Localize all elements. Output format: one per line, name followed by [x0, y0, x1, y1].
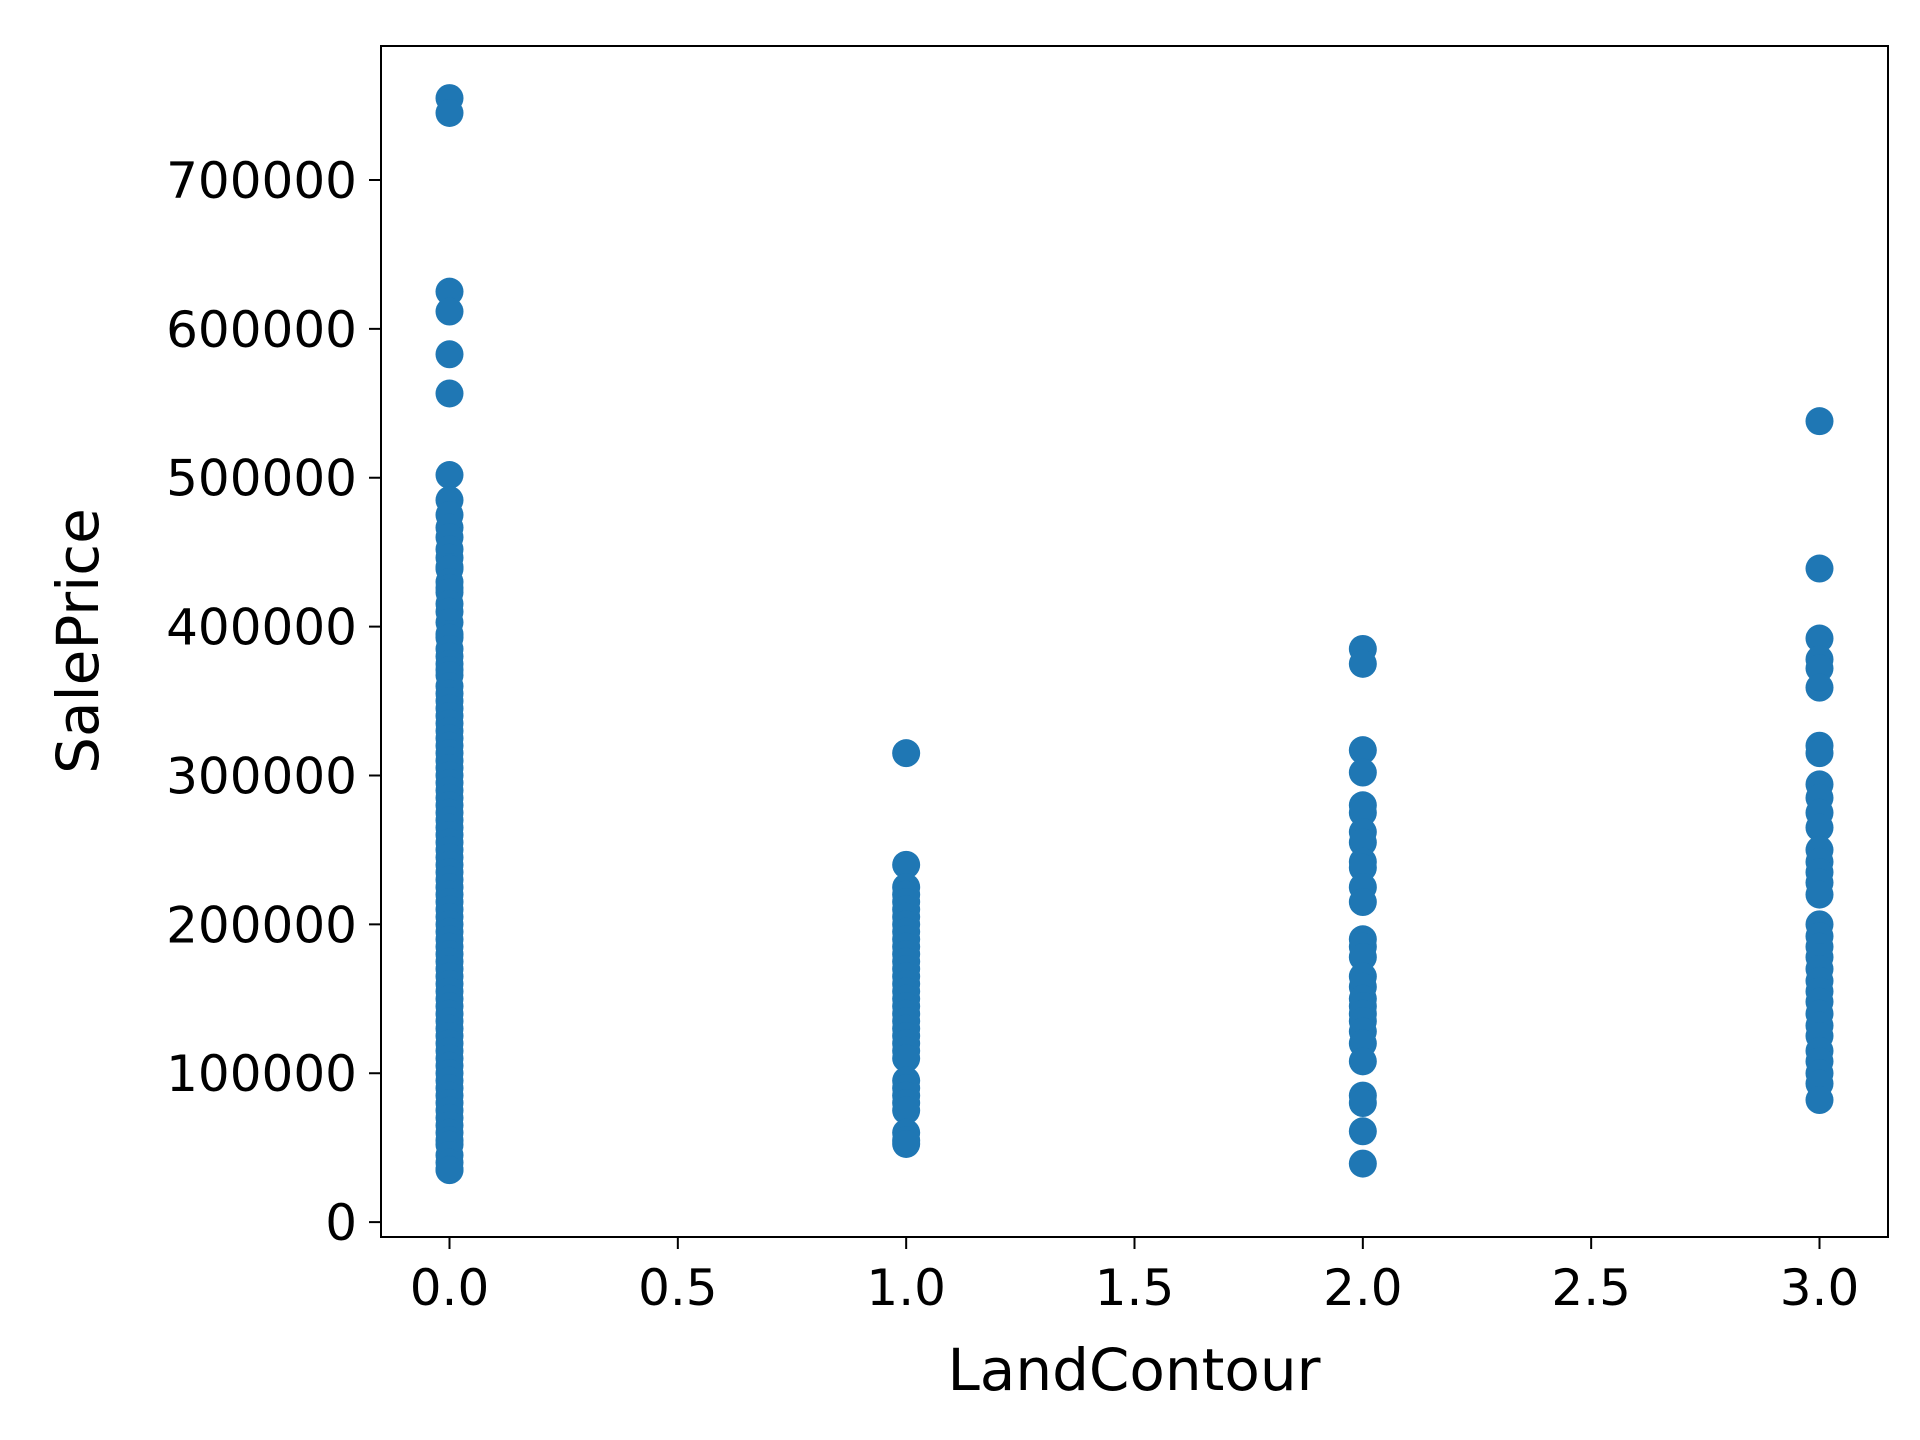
x-tick-label: 2.5: [1551, 1259, 1631, 1317]
x-tick-label: 1.0: [866, 1259, 946, 1317]
data-point: [435, 277, 464, 306]
data-point: [892, 739, 921, 768]
data-point: [1805, 554, 1834, 583]
data-point: [1805, 624, 1834, 653]
data-point: [435, 340, 464, 369]
data-point: [1805, 654, 1834, 683]
data-point: [1805, 407, 1834, 436]
x-axis-ticks: 0.0 0.5 1.0 1.5 2.0 2.5 3.0: [410, 1237, 1860, 1317]
y-tick-label: 600000: [166, 301, 357, 359]
y-tick-label: 700000: [166, 152, 357, 210]
data-point: [435, 379, 464, 408]
y-tick-label: 0: [325, 1194, 357, 1252]
data-point: [1805, 1086, 1834, 1115]
data-point: [1805, 739, 1834, 768]
x-tick-label: 0.0: [410, 1259, 490, 1317]
data-point: [435, 98, 464, 127]
data-point: [1805, 880, 1834, 909]
data-point: [1348, 736, 1377, 765]
y-tick-label: 100000: [166, 1045, 357, 1103]
y-axis-ticks: 0 100000 200000 300000 400000 500000 600000 700…: [166, 152, 381, 1252]
data-point: [892, 850, 921, 879]
data-point: [892, 1129, 921, 1158]
x-axis-label: LandContour: [947, 1336, 1320, 1404]
data-point: [892, 1096, 921, 1125]
data-point: [435, 1156, 464, 1185]
data-point: [1348, 1047, 1377, 1076]
data-point: [1348, 1089, 1377, 1118]
data-point: [892, 1044, 921, 1073]
x-tick-label: 2.0: [1323, 1259, 1403, 1317]
data-point: [1348, 888, 1377, 917]
data-points: [435, 84, 1834, 1185]
y-tick-label: 400000: [166, 599, 357, 657]
data-point: [1348, 1117, 1377, 1146]
data-point: [1348, 853, 1377, 882]
data-point: [1348, 943, 1377, 972]
y-tick-label: 200000: [166, 896, 357, 954]
data-point: [1348, 828, 1377, 857]
data-point: [435, 297, 464, 326]
x-tick-label: 1.5: [1095, 1259, 1175, 1317]
y-axis-label: SalePrice: [44, 508, 112, 774]
data-point: [1805, 673, 1834, 702]
data-point: [1348, 649, 1377, 678]
data-point: [1348, 1149, 1377, 1178]
data-point: [1348, 798, 1377, 827]
x-tick-label: 3.0: [1780, 1259, 1860, 1317]
data-point: [435, 461, 464, 490]
data-point: [1805, 813, 1834, 842]
y-tick-label: 300000: [166, 747, 357, 805]
data-point: [1348, 758, 1377, 787]
y-tick-label: 500000: [166, 450, 357, 508]
x-tick-label: 0.5: [638, 1259, 718, 1317]
